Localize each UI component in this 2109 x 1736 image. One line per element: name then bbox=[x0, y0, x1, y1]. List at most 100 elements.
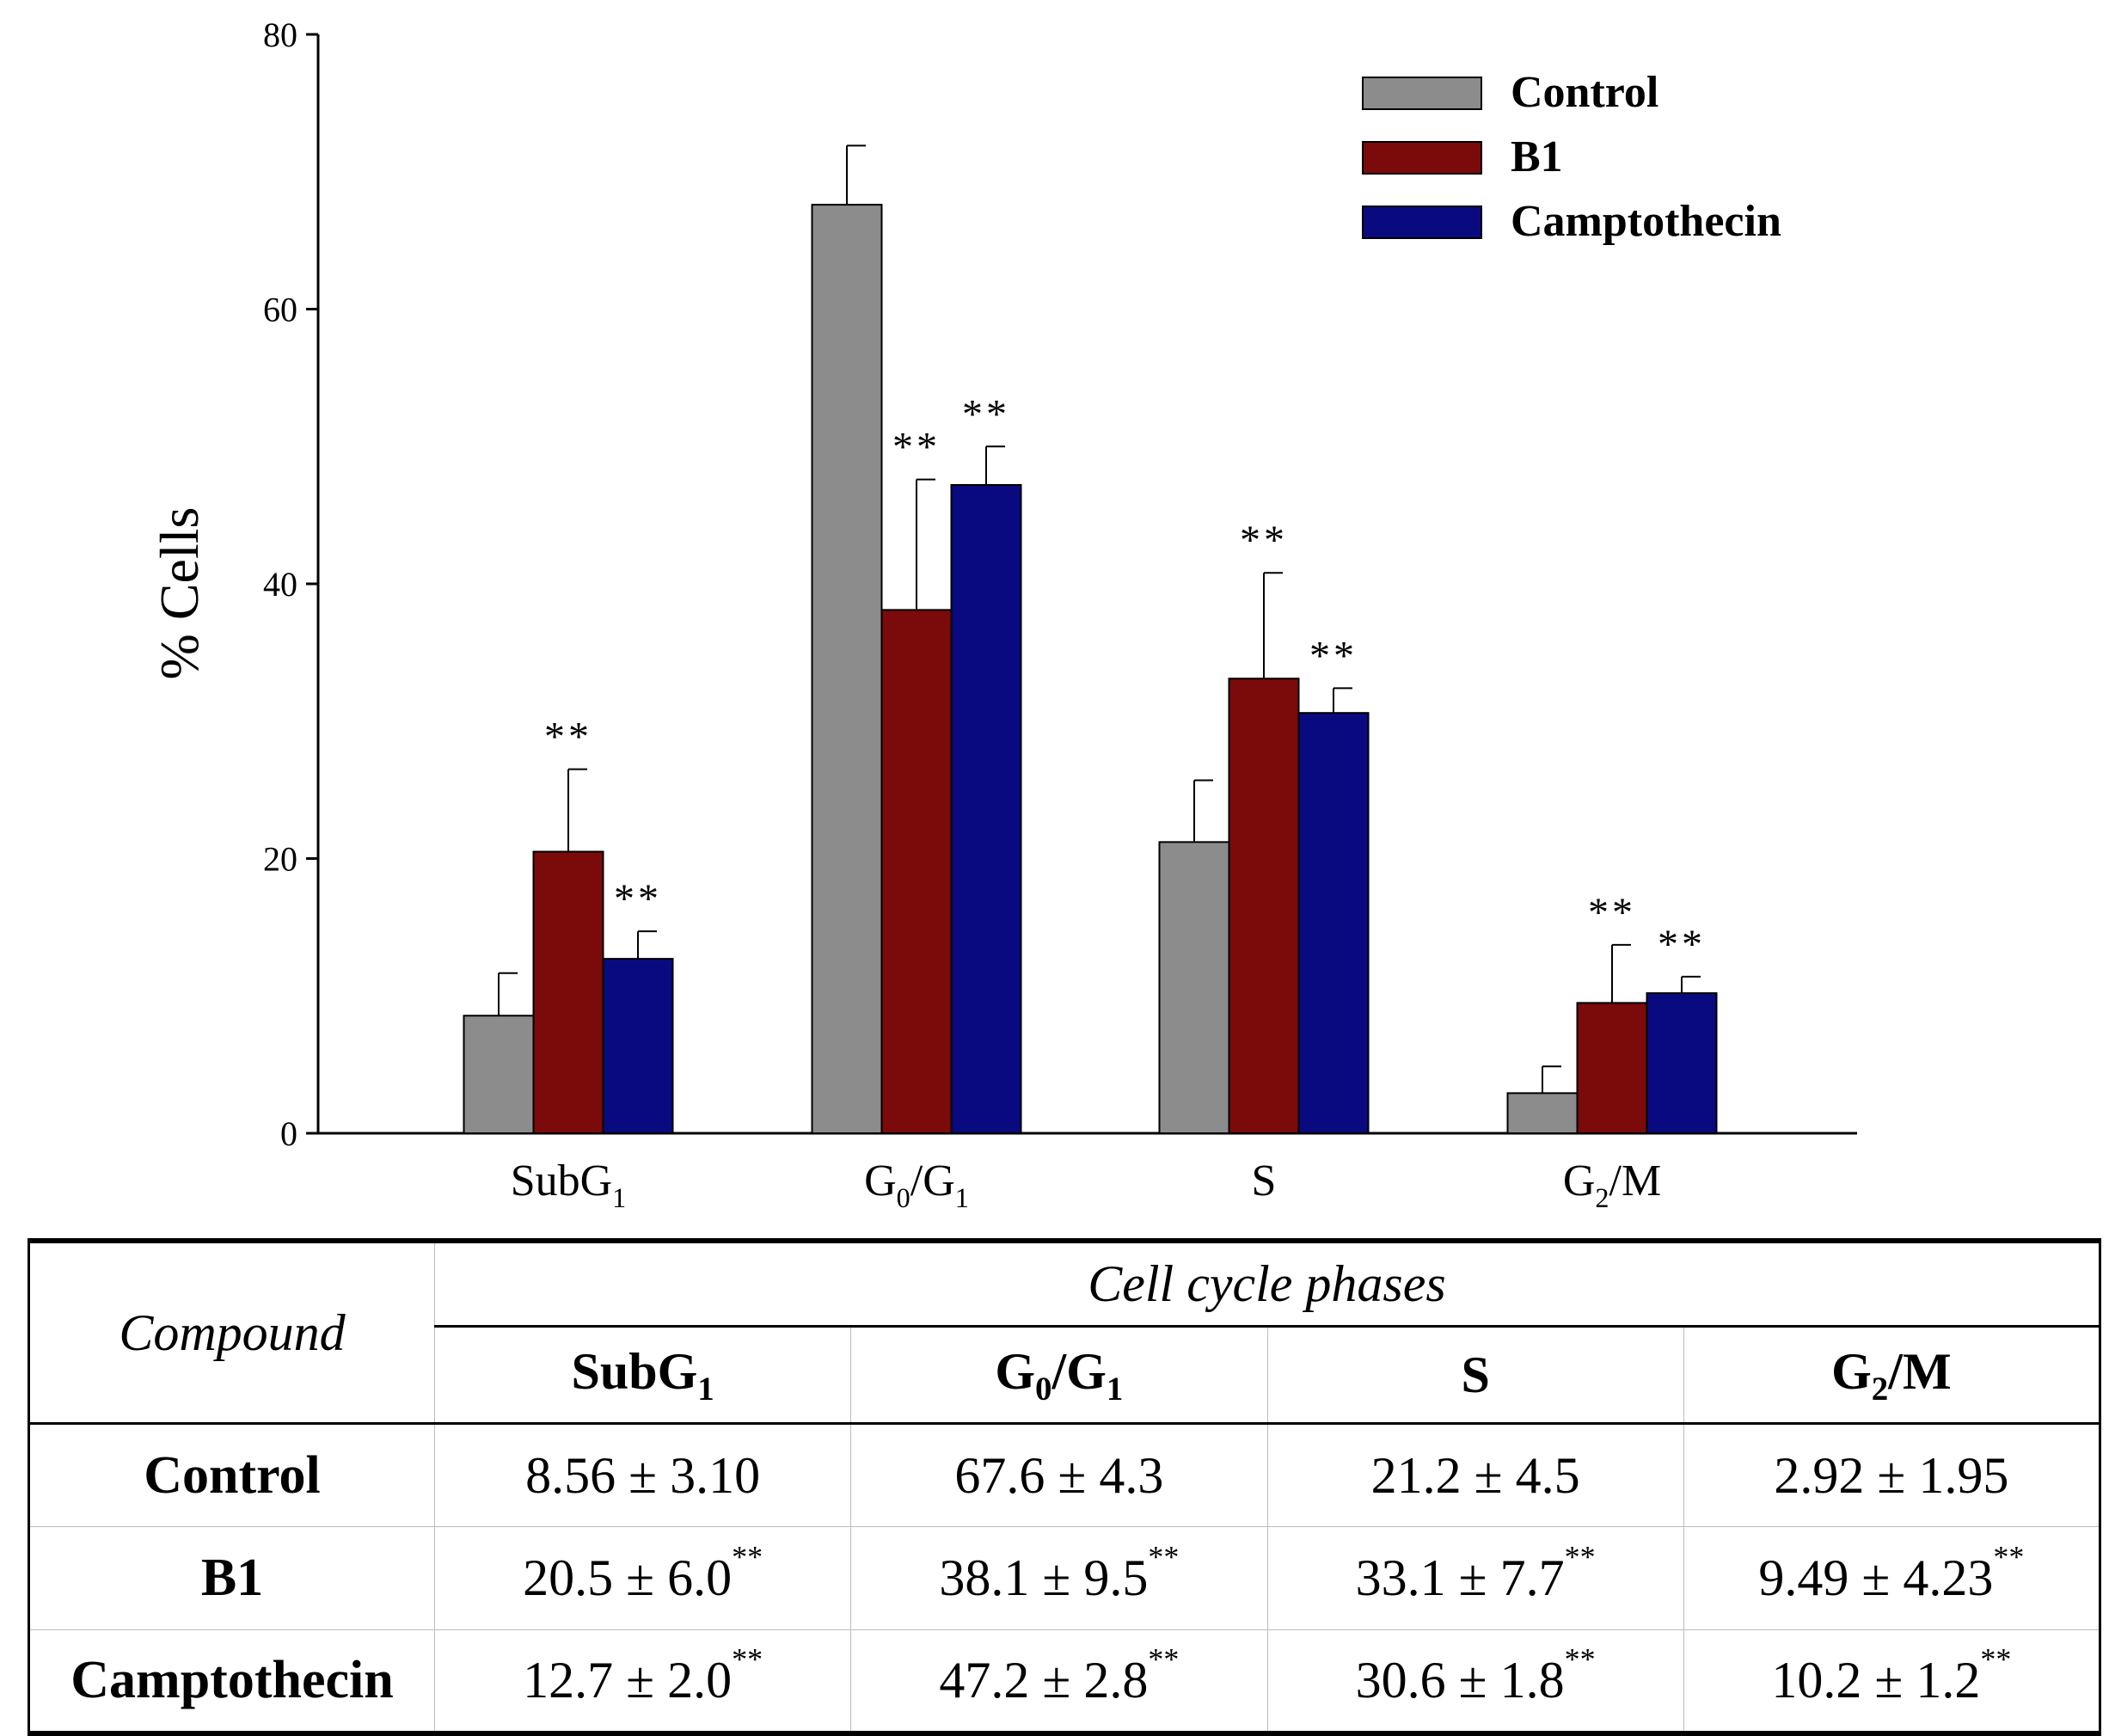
significance-mark-camptothecin-2: ** bbox=[1309, 633, 1358, 678]
cell-value: 21.2 ± 4.5 bbox=[1370, 1446, 1580, 1504]
bar-b1-1 bbox=[880, 609, 953, 1134]
table-cell: 9.49 ± 4.23** bbox=[1683, 1526, 2102, 1630]
compound-header-label: Compound bbox=[119, 1304, 346, 1361]
x-category-label-subscript: 0 bbox=[897, 1182, 910, 1213]
table-cell: 33.1 ± 7.7** bbox=[1266, 1526, 1684, 1630]
cell-value: 20.5 ± 6.0 bbox=[523, 1549, 733, 1606]
bar-control-2 bbox=[1158, 841, 1230, 1135]
cell-cycle-table: Compound Cell cycle phases SubG1 G0/G1 S G2… bbox=[28, 1238, 2102, 1736]
table-cell: 47.2 ± 2.8** bbox=[850, 1629, 1267, 1736]
bar-camptothecin-0 bbox=[602, 958, 674, 1135]
bar-control-3 bbox=[1506, 1092, 1579, 1135]
x-category-label-main: G bbox=[864, 1156, 897, 1205]
cell-value: 9.49 ± 4.23 bbox=[1758, 1549, 1994, 1606]
cell-value: 2.92 ± 1.95 bbox=[1774, 1446, 2009, 1504]
phase-column-header: G0/G1 bbox=[850, 1326, 1267, 1425]
legend: Control B1 Camptothecin bbox=[1362, 68, 1781, 246]
significance-mark-b1-0: ** bbox=[544, 715, 592, 760]
cell-significance: ** bbox=[1993, 1539, 2025, 1574]
row-compound-name: B1 bbox=[28, 1526, 435, 1630]
table-row: B1 20.5 ± 6.0** 38.1 ± 9.5** 33.1 ± 7.7** 9.… bbox=[28, 1526, 2102, 1630]
y-tick-label: 20 bbox=[263, 840, 297, 879]
phase-header-subscript: 1 bbox=[697, 1370, 714, 1408]
bar-camptothecin-2 bbox=[1297, 712, 1370, 1134]
cell-significance: ** bbox=[1564, 1539, 1596, 1574]
table-row: Control 8.56 ± 3.10 67.6 ± 4.3 21.2 ± 4.5 2.… bbox=[28, 1423, 2102, 1527]
phase-header-subscript: 2 bbox=[1871, 1370, 1889, 1408]
legend-swatch-b1 bbox=[1362, 141, 1482, 175]
x-category-label-tail: /M bbox=[1609, 1156, 1662, 1205]
bar-camptothecin-1 bbox=[950, 483, 1022, 1134]
legend-label-control: Control bbox=[1511, 68, 1658, 117]
significance-mark-camptothecin-1: ** bbox=[962, 391, 1010, 437]
x-category-label-main: SubG bbox=[511, 1156, 612, 1205]
bar-b1-2 bbox=[1228, 678, 1300, 1134]
y-tick-label: 40 bbox=[263, 565, 297, 604]
phase-header-subscript-2: 1 bbox=[1106, 1370, 1124, 1408]
x-category-label: G0/G1 bbox=[864, 1156, 969, 1213]
table-cell: 10.2 ± 1.2** bbox=[1683, 1629, 2102, 1736]
phase-header-subscript: 0 bbox=[1035, 1370, 1052, 1408]
phase-header-main: G bbox=[995, 1342, 1036, 1400]
table-cell: 20.5 ± 6.0** bbox=[433, 1526, 851, 1630]
table-cell: 21.2 ± 4.5 bbox=[1266, 1423, 1684, 1527]
bars: ** ** ** ** ** ** ** ** bbox=[463, 144, 1718, 1135]
phase-header-tail: /G bbox=[1051, 1342, 1107, 1400]
x-category-label: SubG1 bbox=[511, 1156, 627, 1213]
cell-value: 8.56 ± 3.10 bbox=[525, 1446, 761, 1504]
x-category-label-main: S bbox=[1252, 1156, 1277, 1205]
significance-mark-b1-3: ** bbox=[1588, 890, 1636, 935]
cell-value: 47.2 ± 2.8 bbox=[939, 1651, 1149, 1708]
significance-mark-b1-2: ** bbox=[1240, 518, 1288, 563]
legend-swatch-camptothecin bbox=[1362, 205, 1482, 239]
table-cell: 30.6 ± 1.8** bbox=[1266, 1629, 1684, 1736]
table-row: Camptothecin 12.7 ± 2.0** 47.2 ± 2.8** 30.6… bbox=[28, 1629, 2102, 1736]
bar-control-0 bbox=[463, 1015, 535, 1135]
legend-swatch-control bbox=[1362, 77, 1482, 110]
phase-header-main: S bbox=[1461, 1346, 1490, 1403]
x-category-label: G2/M bbox=[1563, 1156, 1661, 1213]
x-category-label-main: G bbox=[1563, 1156, 1596, 1205]
row-compound-name: Camptothecin bbox=[28, 1629, 435, 1736]
phase-column-header: G2/M bbox=[1683, 1326, 2102, 1425]
phase-header-tail: /M bbox=[1888, 1342, 1952, 1400]
table-cell: 67.6 ± 4.3 bbox=[850, 1423, 1267, 1527]
cell-significance: ** bbox=[732, 1539, 763, 1574]
x-category-label: S bbox=[1252, 1156, 1277, 1205]
significance-mark-camptothecin-3: ** bbox=[1658, 922, 1706, 967]
table-cell: 12.7 ± 2.0** bbox=[433, 1629, 851, 1736]
phase-header-row: SubG1 G0/G1 S G2/M bbox=[29, 1326, 2102, 1425]
table-cell: 38.1 ± 9.5** bbox=[850, 1526, 1267, 1630]
phase-header-main: G bbox=[1831, 1342, 1872, 1400]
phases-header: Cell cycle phases bbox=[434, 1238, 2101, 1328]
bar-control-1 bbox=[811, 204, 883, 1135]
y-tick-label: 80 bbox=[263, 15, 297, 54]
x-category-label-subscript: 1 bbox=[612, 1182, 626, 1213]
phase-column-header: SubG1 bbox=[433, 1326, 851, 1425]
cell-significance: ** bbox=[1148, 1539, 1180, 1574]
y-tick-label: 60 bbox=[263, 291, 297, 329]
significance-mark-camptothecin-0: ** bbox=[614, 876, 662, 922]
compound-header: Compound bbox=[28, 1238, 435, 1425]
cell-value: 38.1 ± 9.5 bbox=[939, 1549, 1149, 1606]
x-category-label-subscript: 2 bbox=[1595, 1182, 1609, 1213]
table-cell: 8.56 ± 3.10 bbox=[433, 1423, 851, 1527]
cell-value: 30.6 ± 1.8 bbox=[1355, 1651, 1565, 1708]
y-tick-label: 0 bbox=[280, 1114, 297, 1153]
cell-significance: ** bbox=[1148, 1641, 1180, 1677]
cell-significance: ** bbox=[732, 1641, 763, 1677]
legend-label-camptothecin: Camptothecin bbox=[1511, 197, 1781, 246]
cell-value: 33.1 ± 7.7 bbox=[1355, 1549, 1565, 1606]
cell-cycle-table-container: Compound Cell cycle phases SubG1 G0/G1 S G2… bbox=[28, 1238, 2102, 1736]
cell-value: 67.6 ± 4.3 bbox=[954, 1446, 1164, 1504]
row-compound-name: Control bbox=[28, 1423, 435, 1527]
legend-label-b1: B1 bbox=[1511, 132, 1563, 181]
table-cell: 2.92 ± 1.95 bbox=[1683, 1423, 2102, 1527]
x-category-label-tail: /G bbox=[910, 1156, 955, 1205]
cell-significance: ** bbox=[1564, 1641, 1596, 1677]
significance-mark-b1-1: ** bbox=[892, 425, 941, 470]
cell-value: 12.7 ± 2.0 bbox=[523, 1651, 733, 1708]
phase-header-main: SubG bbox=[571, 1342, 698, 1400]
